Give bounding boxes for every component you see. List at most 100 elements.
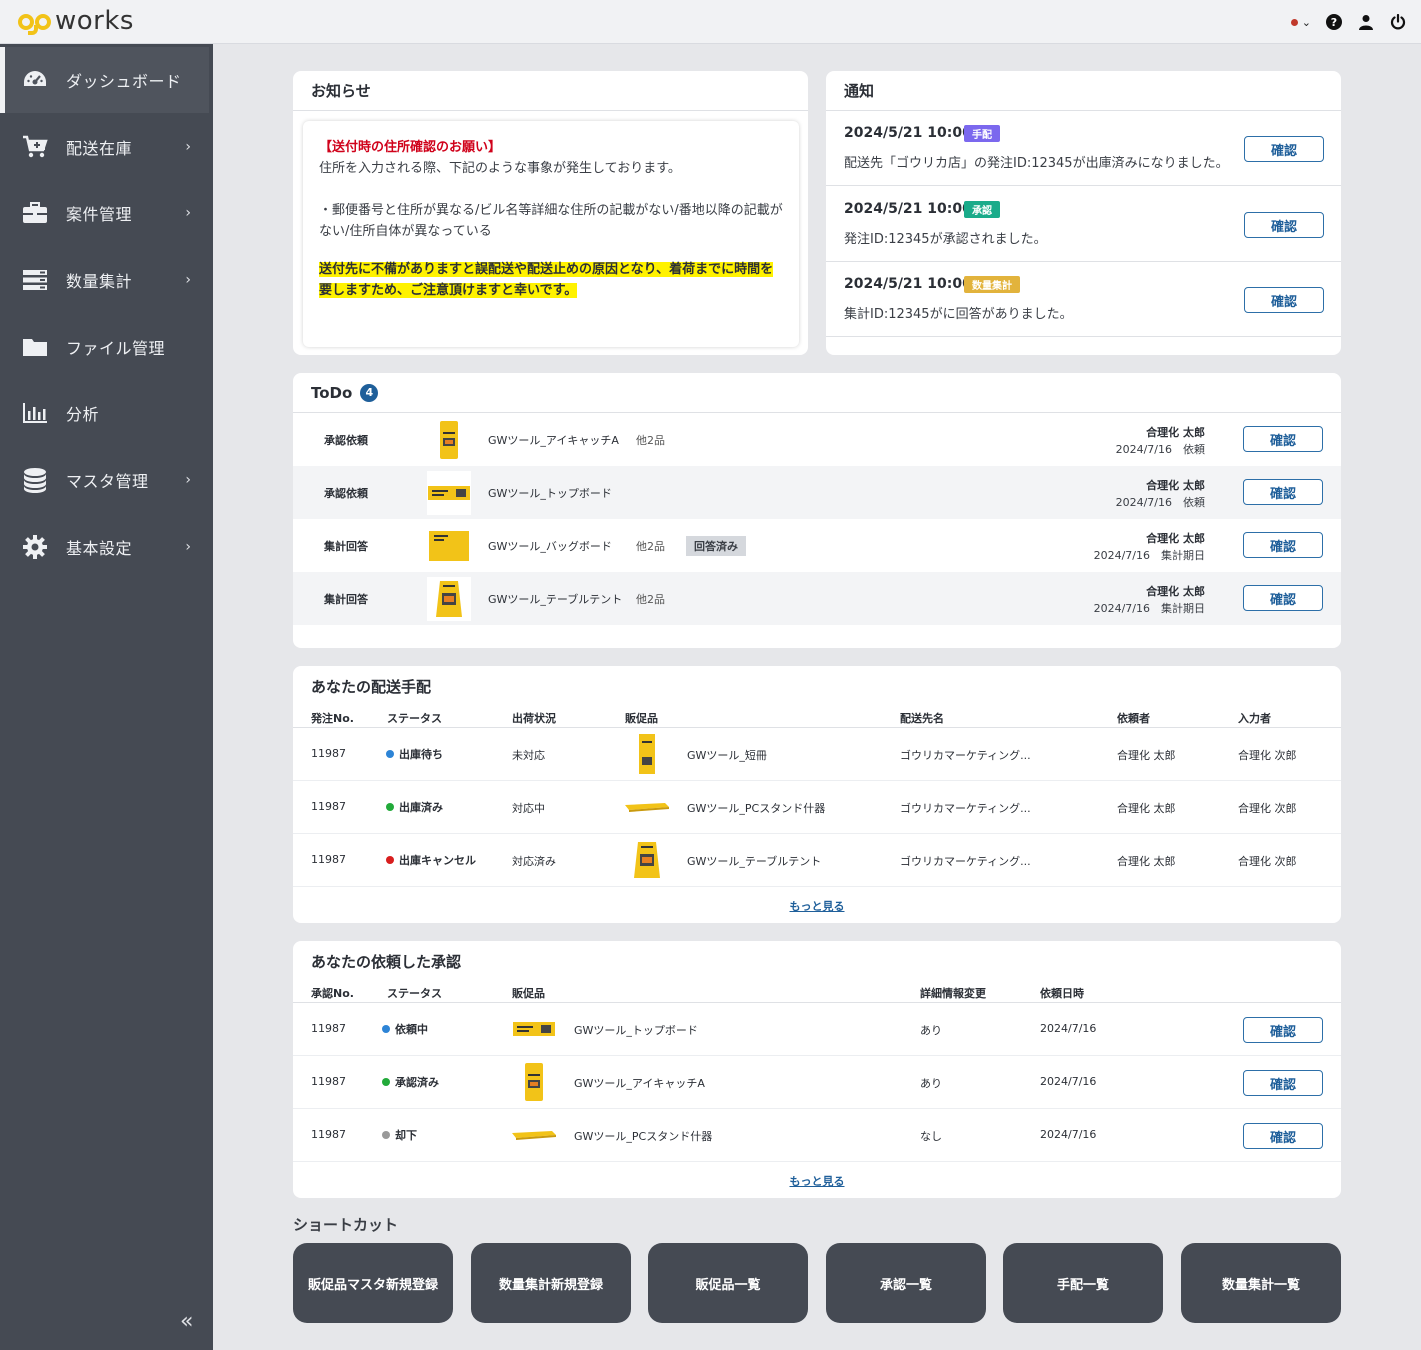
sidebar-item-files[interactable]: ファイル管理	[0, 314, 213, 380]
topboard-thumbnail-icon	[427, 471, 471, 515]
table-row[interactable]: 11987 出庫キャンセル 対応済み GWツール_テーブルテント ゴウリカマーケ…	[293, 834, 1341, 887]
approval-title: あなたの依頼した承認	[311, 952, 462, 971]
sidebar-item-label: 案件管理	[66, 205, 133, 224]
user-icon[interactable]	[1357, 13, 1375, 31]
todo-other-count: 他2品	[636, 593, 665, 606]
status-badge: 出庫キャンセル	[386, 852, 476, 868]
todo-row[interactable]: 承認依頼 GWツール_アイキャッチA 他2品 合理化 太郎 2024/7/16 …	[293, 413, 1341, 466]
todo-item-name: GWツール_トップボード	[488, 487, 612, 500]
todo-row[interactable]: 承認依頼 GWツール_トップボード 合理化 太郎 2024/7/16 依頼 確認	[293, 466, 1341, 519]
status-badge: 出庫済み	[386, 799, 443, 815]
bagboard-thumbnail-icon	[427, 524, 471, 568]
notice-line: ・郵便番号と住所が異なる/ビル名等詳細な住所の記載がない/番地以降の記載がない/…	[319, 203, 783, 239]
help-icon[interactable]: ?	[1325, 13, 1343, 31]
see-more-link[interactable]: もっと見る	[789, 1175, 845, 1188]
notice-line: 住所を入力される際、下記のような事象が発生しております。	[319, 161, 681, 176]
table-row[interactable]: 11987 却下 GWツール_PCスタンド什器 なし 2024/7/16 確認	[293, 1109, 1341, 1162]
sidebar-item-delivery-stock[interactable]: 配送在庫 ›	[0, 114, 213, 180]
todo-type: 承認依頼	[324, 487, 368, 500]
shortcut-button[interactable]: 手配一覧	[1003, 1243, 1163, 1323]
detail-change: あり	[920, 1024, 942, 1037]
pc-stand-thumbnail-icon	[511, 1113, 557, 1157]
japan-flag-icon	[1290, 18, 1298, 26]
notification-badge: 承認	[964, 201, 1000, 218]
status-text: 出庫済み	[399, 801, 443, 814]
eyecatch-thumbnail-icon	[427, 418, 471, 462]
collapse-sidebar-icon[interactable]: «	[180, 1309, 194, 1334]
bar-chart-icon	[22, 400, 48, 426]
notification-message: 発注ID:12345が承認されました。	[844, 232, 1047, 247]
todo-other-count: 他2品	[636, 434, 665, 447]
confirm-button[interactable]: 確認	[1244, 212, 1324, 238]
sidebar-item-dashboard[interactable]: ダッシュボード	[0, 47, 209, 113]
pc-stand-thumbnail-icon	[624, 785, 670, 829]
status-dot	[386, 856, 394, 864]
svg-text:?: ?	[1331, 16, 1337, 29]
folder-icon	[22, 334, 48, 360]
todo-date: 2024/7/16	[1115, 443, 1172, 456]
logo-mark	[18, 13, 51, 35]
column-header: 承認No.	[311, 987, 354, 1000]
confirm-button[interactable]: 確認	[1243, 426, 1323, 452]
table-row[interactable]: 11987 依頼中 GWツール_トップボード あり 2024/7/16 確認	[293, 1003, 1341, 1056]
shortcut-button[interactable]: 承認一覧	[826, 1243, 986, 1323]
todo-kind: 集計期日	[1161, 602, 1205, 615]
notification-message: 配送先「ゴウリカ店」の発注ID:12345が出庫済みになりました。	[844, 156, 1229, 171]
inputter: 合理化 次郎	[1238, 855, 1297, 868]
status-text: 却下	[395, 1129, 417, 1142]
column-header: ステータス	[387, 987, 442, 1000]
approval-no: 11987	[311, 1075, 346, 1088]
todo-person: 合理化 太郎 2024/7/16 集計期日	[1094, 530, 1205, 564]
confirm-button[interactable]: 確認	[1243, 1123, 1323, 1149]
sidebar-item-master[interactable]: マスタ管理 ›	[0, 447, 213, 513]
notification-datetime: 2024/5/21 10:00	[844, 201, 972, 217]
sidebar-item-quantity[interactable]: 数量集計 ›	[0, 247, 213, 313]
inputter: 合理化 次郎	[1238, 802, 1297, 815]
order-no: 11987	[311, 853, 346, 866]
notice-heading: 【送付時の住所確認のお願い】	[319, 140, 502, 155]
table-row[interactable]: 11987 承認済み GWツール_アイキャッチA あり 2024/7/16 確認	[293, 1056, 1341, 1109]
approval-table-header: 承認No. ステータス 販促品 詳細情報変更 依頼日時	[293, 981, 1341, 1003]
shortcut-button[interactable]: 数量集計一覧	[1181, 1243, 1341, 1323]
status-text: 出庫待ち	[399, 748, 443, 761]
confirm-button[interactable]: 確認	[1243, 585, 1323, 611]
power-icon[interactable]	[1389, 13, 1407, 31]
confirm-button[interactable]: 確認	[1243, 1070, 1323, 1096]
gear-icon	[22, 534, 48, 560]
todo-row[interactable]: 集計回答 GWツール_テーブルテント 他2品 合理化 太郎 2024/7/16 …	[293, 572, 1341, 625]
detail-change: なし	[920, 1130, 942, 1143]
sidebar-item-project[interactable]: 案件管理 ›	[0, 180, 213, 246]
table-row[interactable]: 11987 出庫待ち 未対応 GWツール_短冊 ゴウリカマーケティング... 合…	[293, 728, 1341, 781]
inputter: 合理化 次郎	[1238, 749, 1297, 762]
shortcut-button[interactable]: 販促品マスタ新規登録	[293, 1243, 453, 1323]
confirm-button[interactable]: 確認	[1244, 287, 1324, 313]
eyecatch-thumbnail-icon	[511, 1060, 557, 1104]
table-tent-thumbnail-icon	[624, 838, 670, 882]
notification-badge: 手配	[964, 125, 1000, 142]
column-header: ステータス	[387, 712, 442, 725]
todo-date: 2024/7/16	[1093, 602, 1150, 615]
shortcut-button[interactable]: 販促品一覧	[648, 1243, 808, 1323]
todo-person-name: 合理化 太郎	[1146, 585, 1205, 598]
confirm-button[interactable]: 確認	[1244, 136, 1324, 162]
approval-no: 11987	[311, 1128, 346, 1141]
sidebar-item-settings[interactable]: 基本設定 ›	[0, 514, 213, 580]
sidebar-item-analysis[interactable]: 分析	[0, 380, 213, 446]
see-more-link[interactable]: もっと見る	[789, 900, 845, 913]
status-dot	[386, 750, 394, 758]
language-selector[interactable]: ⌄	[1290, 16, 1311, 29]
table-row[interactable]: 11987 出庫済み 対応中 GWツール_PCスタンド什器 ゴウリカマーケティン…	[293, 781, 1341, 834]
confirm-button[interactable]: 確認	[1243, 479, 1323, 505]
todo-date: 2024/7/16	[1115, 496, 1172, 509]
todo-row[interactable]: 集計回答 GWツール_バッグボード 他2品 回答済み 合理化 太郎 2024/7…	[293, 519, 1341, 572]
todo-type: 集計回答	[324, 593, 368, 606]
app-logo[interactable]: works	[18, 0, 134, 44]
confirm-button[interactable]: 確認	[1243, 1017, 1323, 1043]
column-header: 依頼日時	[1040, 987, 1084, 1000]
shortcut-button[interactable]: 数量集計新規登録	[471, 1243, 631, 1323]
column-header: 配送先名	[900, 712, 944, 725]
status-text: 出庫キャンセル	[399, 854, 476, 867]
destination: ゴウリカマーケティング...	[900, 855, 1031, 868]
confirm-button[interactable]: 確認	[1243, 532, 1323, 558]
column-header: 販促品	[512, 987, 545, 1000]
